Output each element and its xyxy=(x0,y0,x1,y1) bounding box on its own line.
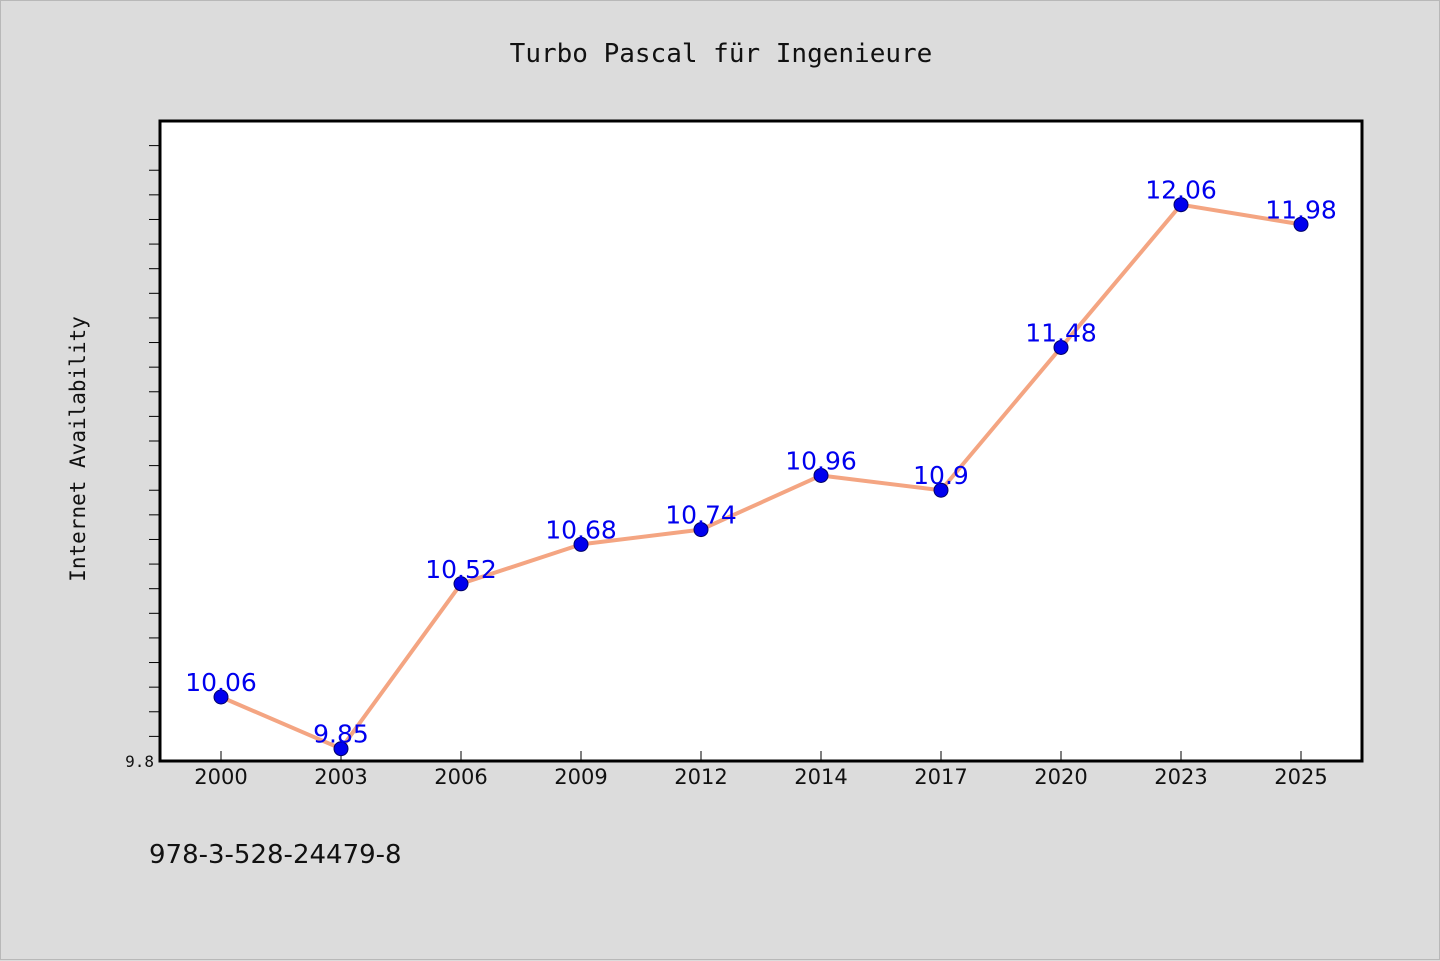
x-tick-labels: 2000 2003 2006 2009 2012 2014 2017 2020 2023 2025 xyxy=(194,765,1327,789)
data-point xyxy=(453,576,469,592)
data-label: 10.9 xyxy=(913,461,969,490)
x-tick-label: 2009 xyxy=(554,765,607,789)
x-tick-label: 2006 xyxy=(434,765,487,789)
x-tick-label: 2000 xyxy=(194,765,247,789)
chart-title: Turbo Pascal für Ingenieure xyxy=(510,39,933,69)
data-label: 10.96 xyxy=(785,446,857,475)
data-point xyxy=(573,536,589,552)
x-tick-label: 2012 xyxy=(674,765,727,789)
y-minor-ticks xyxy=(149,145,159,737)
data-label: 11.98 xyxy=(1265,195,1337,224)
y-tick-labels: 9.8 xyxy=(125,752,154,771)
series-line xyxy=(220,202,1302,751)
isbn-footnote: 978-3-528-24479-8 xyxy=(149,840,402,870)
data-point xyxy=(813,467,829,483)
x-tick-label: 2014 xyxy=(794,765,847,789)
data-point xyxy=(933,482,949,498)
data-label: 10.06 xyxy=(185,668,257,697)
data-label: 10.68 xyxy=(545,515,617,544)
x-tick-label: 2023 xyxy=(1154,765,1207,789)
data-point xyxy=(693,522,709,538)
plot-area xyxy=(160,121,1362,761)
x-tick-label: 2003 xyxy=(314,765,367,789)
data-point xyxy=(213,689,229,705)
data-labels: 10.06 9.85 10.52 10.68 10.74 10.96 10.9 11.48 12… xyxy=(185,176,1337,749)
data-point xyxy=(1173,197,1189,213)
x-tick-label: 2017 xyxy=(914,765,967,789)
data-label: 10.74 xyxy=(665,501,737,530)
y-tick-label: 9.8 xyxy=(125,752,154,771)
data-point xyxy=(1053,339,1069,355)
data-point xyxy=(1293,216,1309,232)
data-markers xyxy=(213,197,1309,757)
data-label: 9.85 xyxy=(313,720,369,749)
data-label: 12.06 xyxy=(1145,176,1217,205)
data-label: 10.52 xyxy=(425,555,497,584)
x-tick-label: 2025 xyxy=(1274,765,1327,789)
plot-border xyxy=(158,119,1364,763)
y-axis-label: Internet Availability xyxy=(66,316,90,582)
x-tick-label: 2020 xyxy=(1034,765,1087,789)
data-label: 11.48 xyxy=(1025,318,1097,347)
data-point xyxy=(333,741,349,757)
